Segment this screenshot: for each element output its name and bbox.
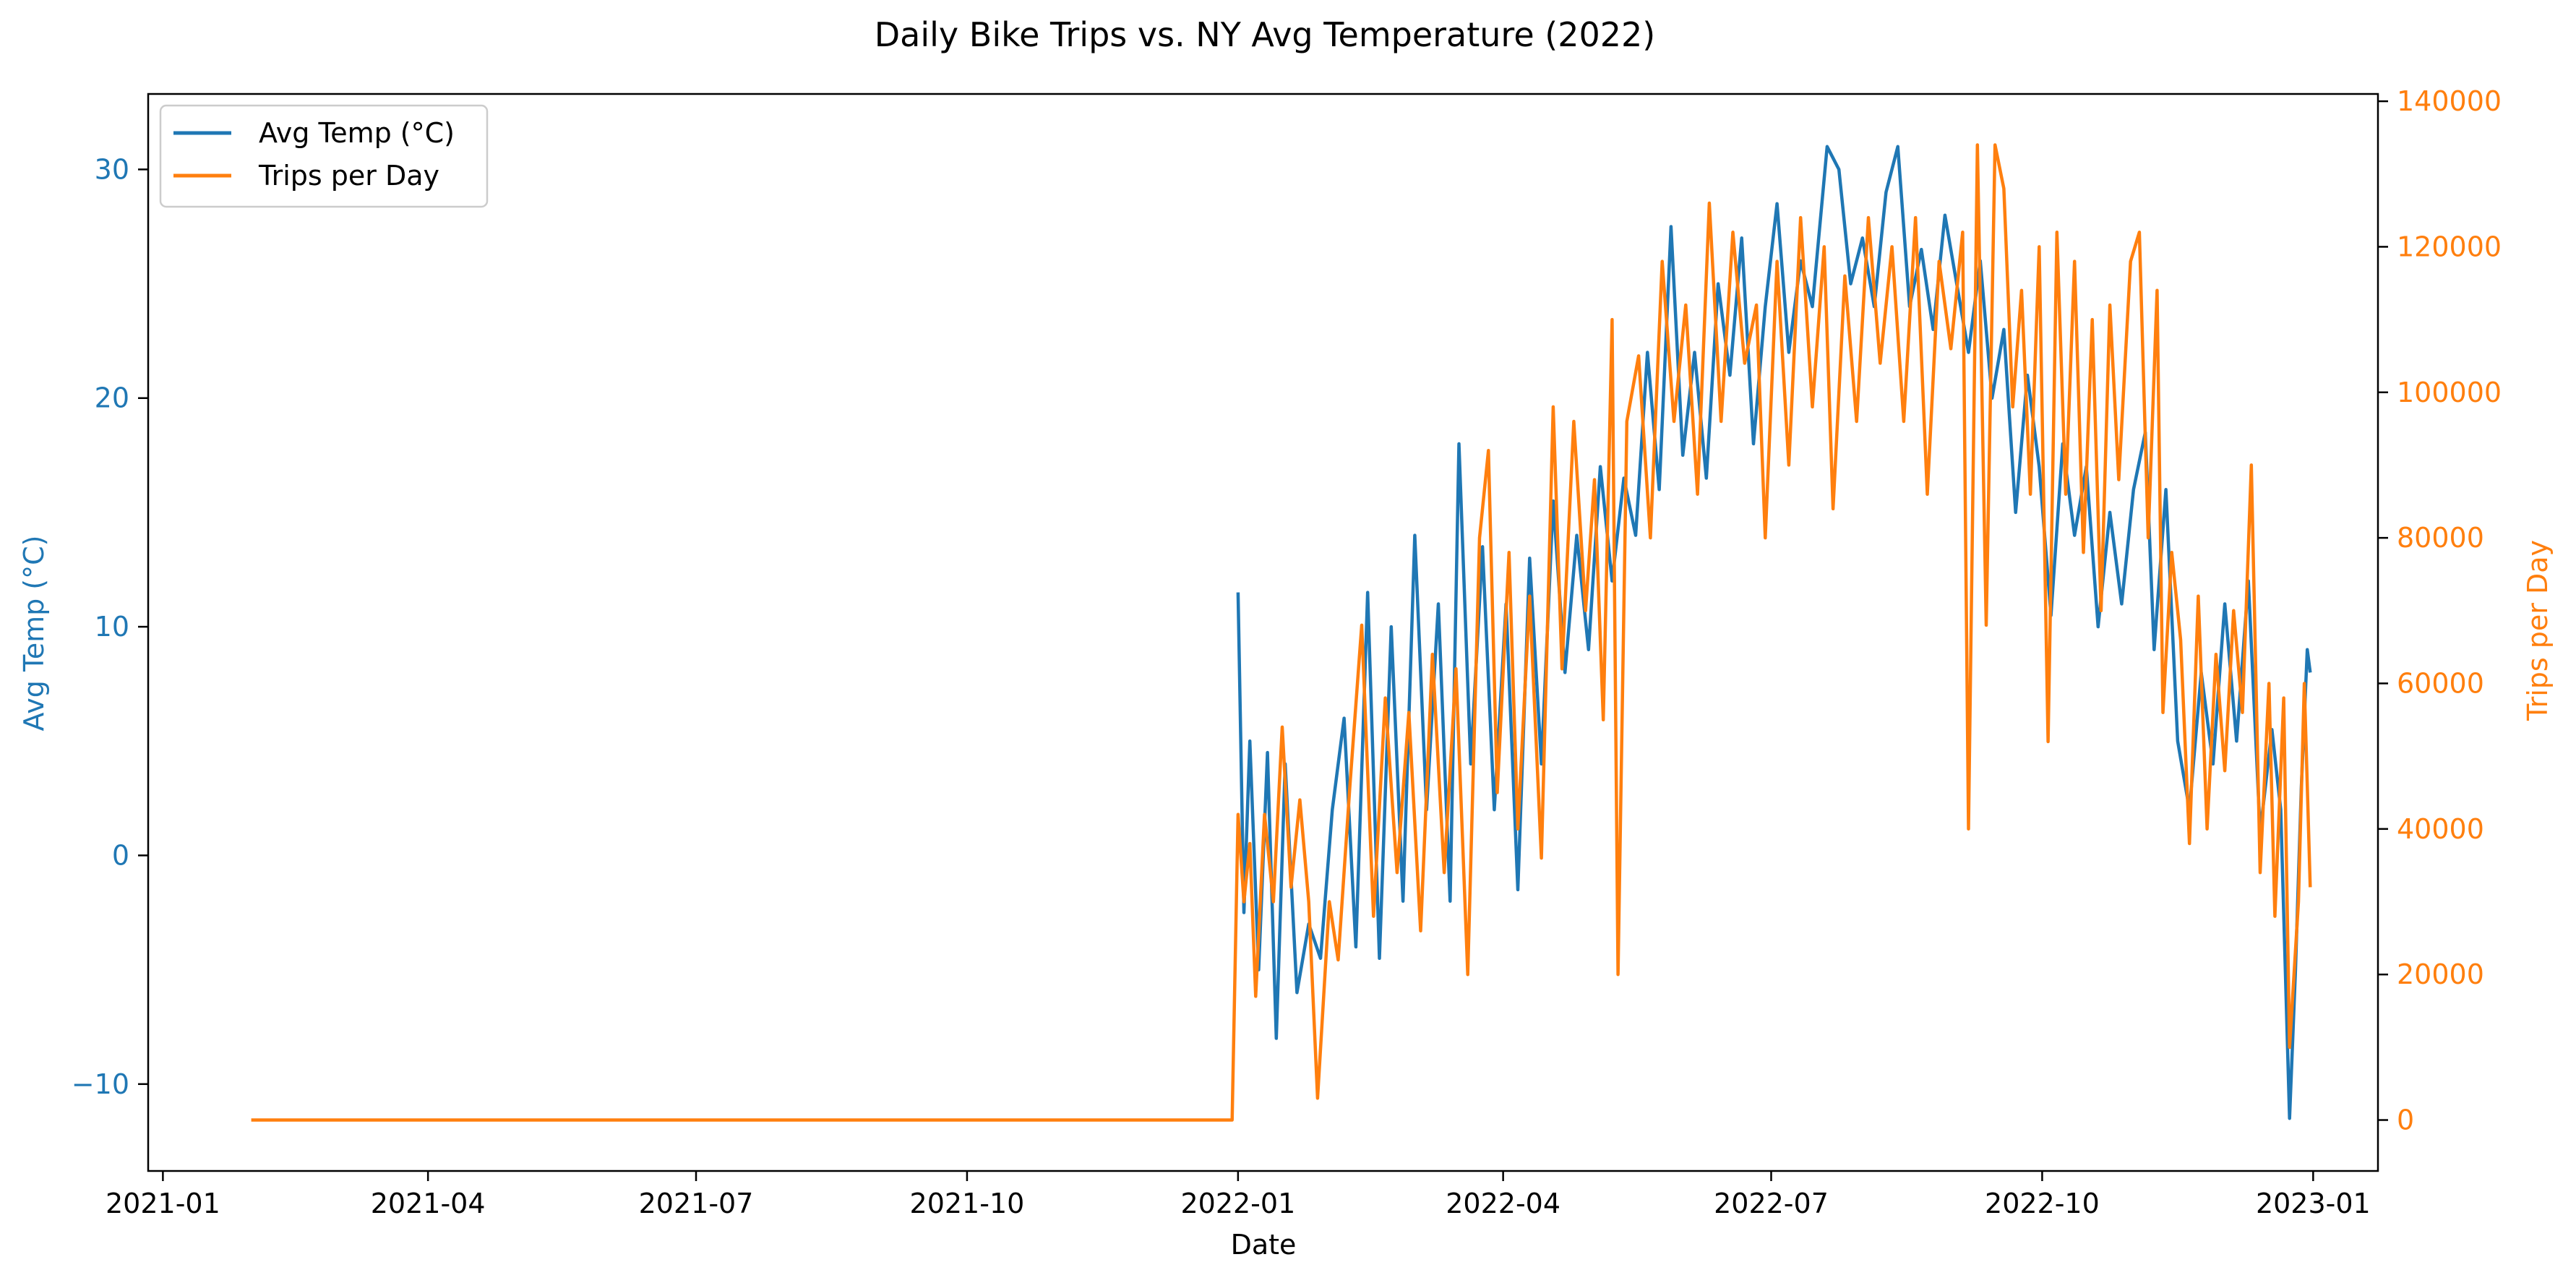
x-tick-label: 2021-10 xyxy=(910,1188,1025,1219)
x-tick-label: 2022-01 xyxy=(1180,1188,1295,1219)
y-right-tick-label: 80000 xyxy=(2397,522,2484,554)
y-left-axis-label: Avg Temp (°C) xyxy=(18,536,50,731)
y-right-tick-label: 100000 xyxy=(2397,377,2502,408)
x-tick-label: 2022-04 xyxy=(1446,1188,1560,1219)
legend-label-trips: Trips per Day xyxy=(258,160,439,192)
x-axis-label: Date xyxy=(1231,1229,1297,1261)
y-left-axis: −10 0 10 20 30 xyxy=(72,153,148,1100)
legend-label-avg-temp: Avg Temp (°C) xyxy=(259,117,455,149)
x-axis: 2021-01 2021-04 2021-07 2021-10 2022-01 2022-… xyxy=(106,1171,2371,1219)
legend-box xyxy=(159,104,489,208)
series-line-0 xyxy=(1236,145,2312,1120)
series-layer xyxy=(251,143,2312,1122)
series-line-1 xyxy=(251,143,2312,1122)
y-right-tick-label: 60000 xyxy=(2397,667,2484,699)
plot-frame xyxy=(147,93,2379,1172)
y-left-tick-label: −10 xyxy=(72,1068,129,1100)
y-right-tick-label: 40000 xyxy=(2397,813,2484,845)
x-tick-label: 2023-01 xyxy=(2256,1188,2371,1219)
x-tick-label: 2021-01 xyxy=(106,1188,220,1219)
legend: Avg Temp (°C) Trips per Day xyxy=(159,104,489,208)
y-left-tick-label: 10 xyxy=(95,611,129,643)
x-tick-label: 2022-10 xyxy=(1985,1188,2100,1219)
x-tick-label: 2022-07 xyxy=(1714,1188,1829,1219)
y-right-tick-label: 20000 xyxy=(2397,958,2484,990)
y-right-tick-label: 0 xyxy=(2397,1104,2414,1136)
y-left-tick-label: 0 xyxy=(112,839,129,871)
x-tick-label: 2021-04 xyxy=(371,1188,486,1219)
y-left-tick-label: 20 xyxy=(95,382,129,414)
x-tick-label: 2021-07 xyxy=(639,1188,754,1219)
y-right-tick-label: 140000 xyxy=(2397,85,2502,117)
y-left-tick-label: 30 xyxy=(95,153,129,185)
y-right-tick-label: 120000 xyxy=(2397,231,2502,262)
y-right-axis-label: Trips per Day xyxy=(2522,540,2554,721)
chart-title: Daily Bike Trips vs. NY Avg Temperature … xyxy=(875,15,1655,54)
y-right-axis: 0 20000 40000 60000 80000 100000 120000 140000 xyxy=(2378,85,2502,1136)
